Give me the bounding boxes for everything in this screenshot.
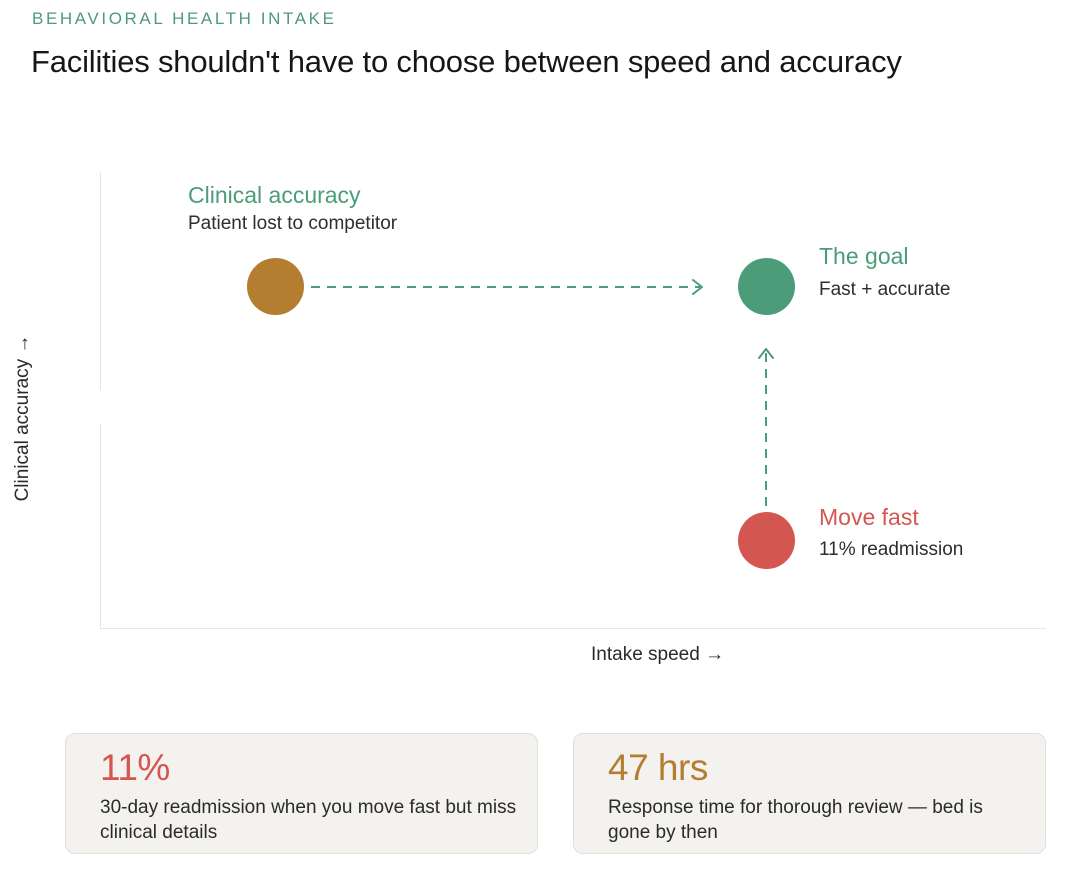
page-title: Facilities shouldn't have to choose betw… — [31, 44, 902, 79]
goal-node-title: The goal — [819, 243, 909, 269]
readmission-stat-card: 11% 30-day readmission when you move fas… — [65, 733, 538, 854]
x-axis-line — [100, 628, 1046, 629]
accuracy-node-title: Clinical accuracy — [188, 182, 361, 208]
eyebrow-label: BEHAVIORAL HEALTH INTAKE — [32, 9, 337, 28]
move-fast-node-dot — [738, 512, 795, 569]
horizontal-dashed-arrow — [311, 279, 703, 295]
y-axis-line-lower — [100, 424, 101, 629]
goal-node-dot — [738, 258, 795, 315]
move-fast-node-subtitle: 11% readmission — [819, 539, 964, 560]
y-axis-line-upper — [100, 172, 101, 390]
response-time-stat-description: Response time for thorough review — bed … — [608, 797, 983, 843]
y-axis-label: Clinical accuracy → — [12, 334, 33, 502]
response-time-stat-card: 47 hrs Response time for thorough review… — [573, 733, 1046, 854]
response-time-stat-value: 47 hrs — [608, 747, 708, 788]
accuracy-node-dot — [247, 258, 304, 315]
move-fast-node-title: Move fast — [819, 504, 919, 530]
x-axis-label: Intake speed → — [591, 644, 725, 665]
goal-node-subtitle: Fast + accurate — [819, 279, 951, 300]
readmission-stat-description: 30-day readmission when you move fast bu… — [100, 797, 517, 843]
vertical-dashed-arrow — [758, 348, 774, 507]
readmission-stat-value: 11% — [100, 747, 170, 788]
accuracy-node-subtitle: Patient lost to competitor — [188, 213, 398, 234]
